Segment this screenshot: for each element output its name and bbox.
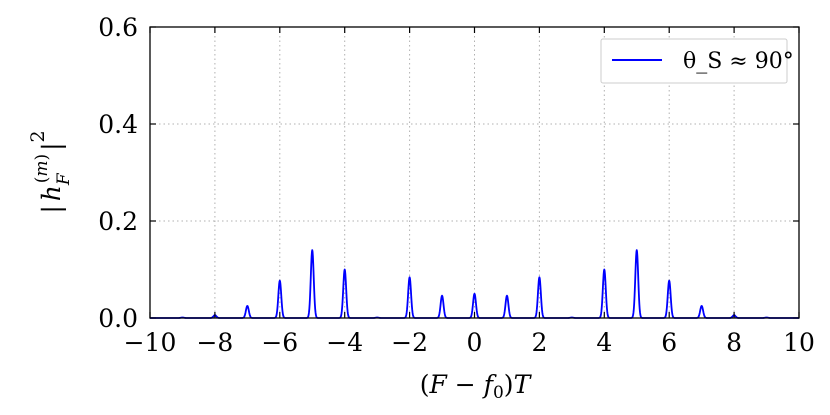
y-axis-label: |hF(m)|2 bbox=[27, 130, 74, 213]
x-tick-label: −8 bbox=[196, 328, 233, 357]
peak-point bbox=[311, 249, 313, 251]
y-tick-label: 0.4 bbox=[98, 110, 138, 139]
peak-point bbox=[701, 305, 703, 307]
peak-point bbox=[246, 305, 248, 307]
ticks: −10 −8 −6 −4 −2 0 2 4 6 8 10 0.0 0.2 0.4 0.6 bbox=[98, 13, 815, 357]
x-tick-label: 8 bbox=[726, 328, 742, 357]
y-tick-label: 0.2 bbox=[98, 207, 138, 236]
legend-label: θ_S ≈ 90° bbox=[683, 49, 794, 74]
x-tick-label: 2 bbox=[531, 328, 547, 357]
x-tick-label: −10 bbox=[124, 328, 177, 357]
x-tick-label: 6 bbox=[661, 328, 677, 357]
svg-text:|hF(m)|2: |hF(m)|2 bbox=[27, 130, 74, 213]
peak-point bbox=[279, 280, 281, 282]
x-tick-label: −6 bbox=[261, 328, 298, 357]
x-tick-label: −4 bbox=[326, 328, 363, 357]
peak-point bbox=[344, 269, 346, 271]
peak-point bbox=[441, 295, 443, 297]
x-tick-label: 4 bbox=[596, 328, 612, 357]
x-tick-label: 0 bbox=[467, 328, 483, 357]
legend-box bbox=[600, 38, 788, 84]
grid bbox=[150, 27, 799, 318]
peak-point bbox=[409, 276, 411, 278]
peak-point bbox=[636, 249, 638, 251]
y-tick-label: 0.6 bbox=[98, 13, 138, 42]
peak-point bbox=[603, 269, 605, 271]
peak-point bbox=[668, 280, 670, 282]
y-tick-label: 0.0 bbox=[98, 304, 138, 333]
x-tick-label: 10 bbox=[783, 328, 815, 357]
x-tick-label: −2 bbox=[391, 328, 428, 357]
peak-point bbox=[538, 276, 540, 278]
x-axis-label: (F − f0)T bbox=[420, 370, 533, 403]
peak-point bbox=[474, 293, 476, 295]
legend: θ_S ≈ 90° bbox=[600, 38, 794, 84]
peak-point bbox=[506, 295, 508, 297]
